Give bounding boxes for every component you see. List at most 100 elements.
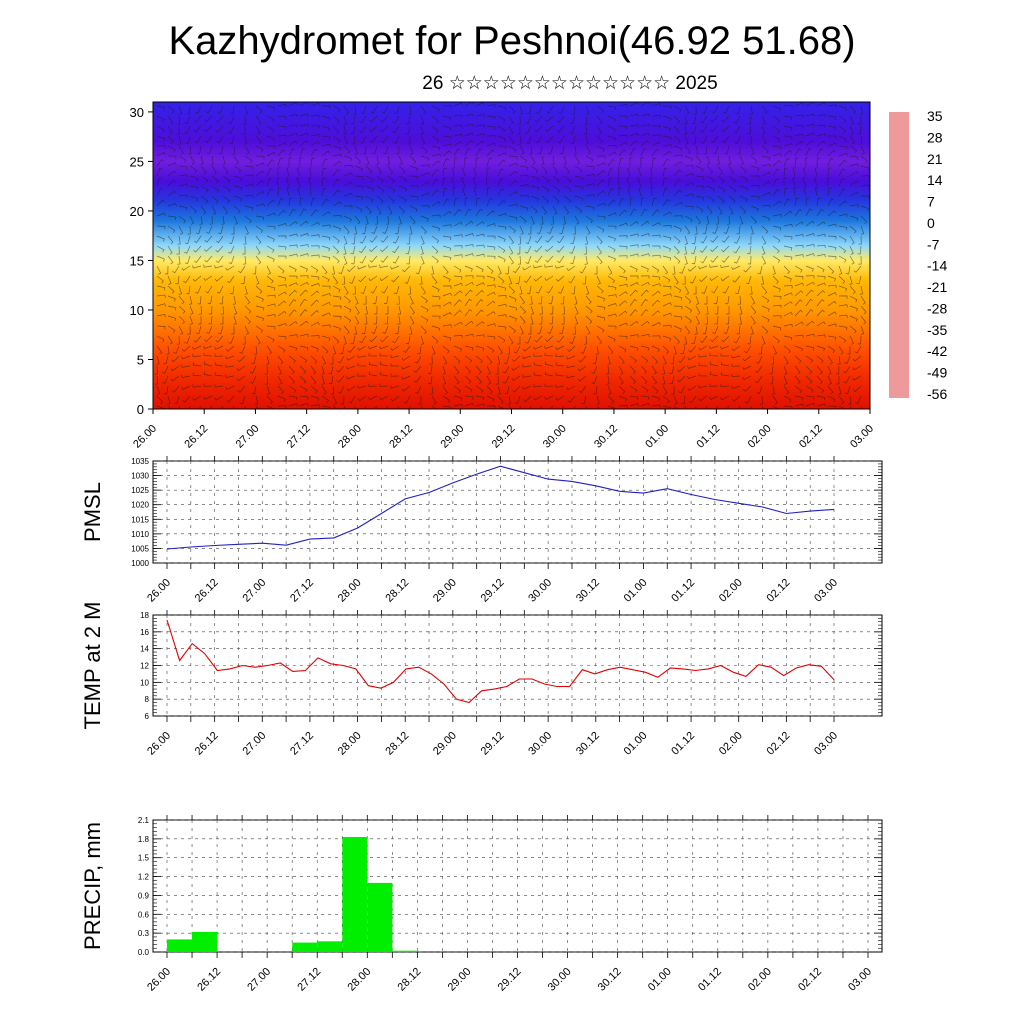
x-tick-label: 29.00 — [431, 730, 459, 758]
x-tick-label: 30.12 — [596, 966, 624, 994]
y-axis-label: PRECIP, mm — [80, 822, 105, 950]
x-tick-label: 03.00 — [812, 577, 840, 605]
x-tick-label: 01.00 — [643, 423, 671, 451]
x-tick-label: 26.12 — [195, 966, 223, 994]
y-tick-label: 8 — [145, 695, 150, 704]
x-tick-label: 27.12 — [288, 577, 316, 605]
x-tick-label: 29.12 — [479, 577, 507, 605]
temperature-field — [153, 102, 870, 409]
colorbar-label: 28 — [927, 129, 943, 145]
x-tick-label: 28.12 — [383, 577, 411, 605]
x-tick-label: 27.12 — [288, 730, 316, 758]
colorbar-label: -49 — [927, 365, 947, 381]
x-tick-label: 28.12 — [396, 966, 424, 994]
y-tick-label: 30 — [130, 105, 144, 120]
y-tick-label: 0.9 — [138, 891, 150, 900]
colorbar-label: -35 — [927, 322, 947, 338]
x-tick-label: 01.00 — [646, 966, 674, 994]
x-tick-label: 02.00 — [746, 423, 774, 451]
x-tick-label: 26.00 — [145, 730, 173, 758]
x-tick-label: 30.12 — [574, 730, 602, 758]
x-tick-label: 28.00 — [345, 966, 373, 994]
y-tick-label: 0.3 — [138, 929, 150, 938]
precip-bar — [367, 882, 393, 952]
y-axis-label: TEMP at 2 M — [80, 602, 105, 730]
x-tick-label: 03.00 — [848, 423, 876, 451]
x-tick-label: 26.12 — [193, 577, 221, 605]
colorbar-label: 21 — [927, 151, 943, 167]
x-tick-label: 01.12 — [696, 966, 724, 994]
colorbar-label: 0 — [927, 215, 935, 231]
precip-bar — [317, 941, 343, 952]
pmsl-series-line — [166, 465, 835, 550]
y-tick-label: 2.1 — [138, 816, 150, 825]
y-tick-label: 0 — [137, 402, 144, 417]
x-tick-label: 03.00 — [812, 730, 840, 758]
x-tick-label: 30.00 — [526, 577, 554, 605]
colorbar-label: 14 — [927, 172, 943, 188]
y-tick-label: 1025 — [131, 486, 149, 495]
y-tick-label: 1.5 — [138, 854, 150, 863]
precip-bar — [167, 939, 192, 952]
y-tick-label: 1015 — [131, 515, 149, 524]
y-tick-label: 20 — [130, 204, 144, 219]
x-tick-label: 01.00 — [622, 730, 650, 758]
y-tick-label: 1010 — [131, 530, 149, 539]
x-tick-label: 26.12 — [182, 423, 210, 451]
x-tick-label: 30.00 — [541, 423, 569, 451]
x-tick-label: 30.12 — [592, 423, 620, 451]
y-tick-label: 1035 — [131, 457, 149, 466]
y-tick-label: 12 — [140, 662, 149, 671]
panel-frame — [152, 460, 883, 564]
y-tick-label: 1005 — [131, 544, 149, 553]
x-tick-label: 29.00 — [438, 423, 466, 451]
x-tick-label: 27.00 — [240, 730, 268, 758]
x-tick-label: 29.12 — [479, 730, 507, 758]
x-tick-label: 26.00 — [145, 966, 173, 994]
x-tick-label: 02.12 — [796, 966, 824, 994]
x-tick-label: 28.00 — [336, 423, 364, 451]
x-tick-label: 02.12 — [765, 730, 793, 758]
x-tick-label: 28.12 — [383, 730, 411, 758]
colorbar-label: -28 — [927, 300, 947, 316]
x-tick-label: 30.00 — [546, 966, 574, 994]
colorbar-label: 35 — [927, 108, 943, 124]
x-tick-label: 26.12 — [193, 730, 221, 758]
y-tick-label: 6 — [145, 712, 150, 721]
colorbar-label: -42 — [927, 343, 947, 359]
y-tick-label: 1020 — [131, 501, 149, 510]
y-tick-label: 14 — [140, 645, 149, 654]
y-tick-label: 1.2 — [138, 873, 150, 882]
x-tick-label: 02.00 — [746, 966, 774, 994]
y-tick-label: 16 — [140, 628, 149, 637]
y-axis-label: PMSL — [80, 482, 105, 542]
colorbar-label: 7 — [927, 194, 935, 210]
precip-bar — [342, 837, 368, 952]
chart-title: Kazhydromet for Peshnoi(46.92 51.68) — [168, 19, 856, 63]
chart-subtitle: 26 ☆☆☆☆☆☆☆☆☆☆☆☆☆ 2025 — [422, 73, 718, 94]
y-tick-label: 10 — [130, 303, 144, 318]
x-tick-label: 27.00 — [240, 577, 268, 605]
pmsl-panel: 1000 1005 1010 1015 1020 1025 1030 1035 26.00 26.… — [80, 456, 883, 605]
colorbar-label: -56 — [927, 386, 947, 402]
x-tick-label: 28.00 — [336, 577, 364, 605]
x-tick-label: 02.12 — [765, 577, 793, 605]
y-tick-label: 5 — [137, 352, 144, 367]
x-tick-label: 28.00 — [336, 730, 364, 758]
x-tick-label: 01.12 — [669, 577, 697, 605]
x-tick-label: 01.12 — [669, 730, 697, 758]
colorbar-label: -21 — [927, 279, 947, 295]
colorbar-label: -14 — [927, 258, 947, 274]
x-tick-label: 29.12 — [496, 966, 524, 994]
x-tick-label: 30.00 — [526, 730, 554, 758]
precip-panel: 0.0 0.3 0.6 0.9 1.2 1.5 1.8 2.1 26.00 26.12 27.00 2… — [80, 815, 883, 994]
temp-series-line — [166, 619, 835, 704]
x-tick-label: 27.00 — [234, 423, 262, 451]
wind-barb-paths — [154, 102, 870, 409]
x-tick-label: 01.12 — [695, 423, 723, 451]
y-tick-label: 25 — [130, 154, 144, 169]
colorbar: 35 28 21 14 7 0 -7 -14 -21 -28 -35 -42 -49 -56 — [889, 108, 947, 402]
x-tick-label: 27.12 — [295, 966, 323, 994]
colorbar-gradient-rect — [889, 112, 909, 398]
